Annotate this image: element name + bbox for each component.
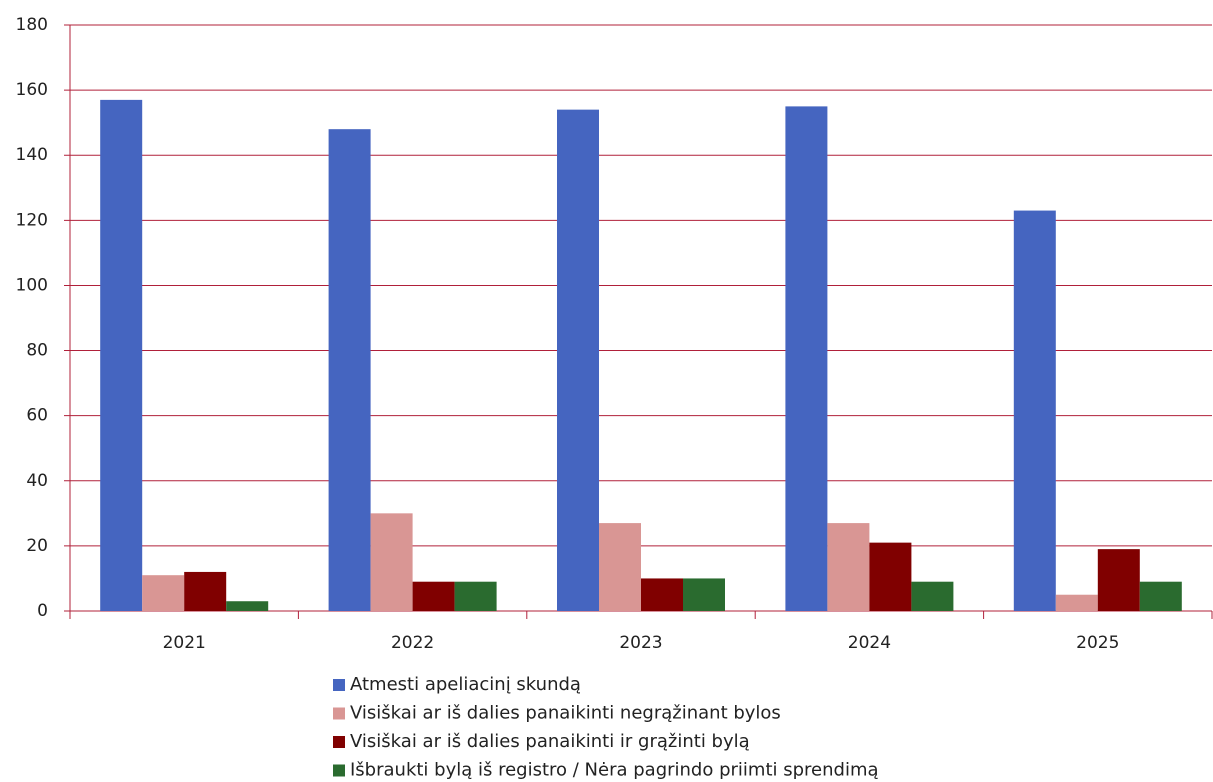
bar bbox=[869, 542, 912, 611]
bar bbox=[184, 571, 227, 611]
bar bbox=[100, 99, 143, 611]
x-tick-label: 2022 bbox=[391, 633, 434, 653]
x-tick-label: 2025 bbox=[1076, 633, 1119, 653]
y-tick-label: 0 bbox=[37, 601, 48, 621]
bar bbox=[1013, 210, 1056, 612]
x-tick-label: 2021 bbox=[163, 633, 206, 653]
y-tick-label: 140 bbox=[16, 145, 48, 165]
y-tick-label: 20 bbox=[26, 536, 48, 556]
bar bbox=[599, 523, 641, 611]
bar bbox=[911, 581, 954, 611]
bar bbox=[1097, 549, 1140, 611]
legend-label: Visiškai ar iš dalies panaikinti ir grąž… bbox=[350, 731, 750, 752]
legend-swatch bbox=[333, 736, 345, 748]
y-tick-label: 160 bbox=[16, 80, 48, 100]
bar bbox=[641, 578, 683, 611]
legend-label: Visiškai ar iš dalies panaikinti negrąži… bbox=[350, 703, 781, 724]
bar bbox=[370, 513, 413, 611]
legend-swatch bbox=[333, 707, 345, 720]
legend-swatch bbox=[333, 679, 345, 691]
x-tick-label: 2023 bbox=[619, 633, 662, 653]
y-tick-label: 120 bbox=[16, 210, 48, 230]
bar bbox=[683, 578, 725, 611]
legend-label: Atmesti apeliacinį skundą bbox=[350, 674, 581, 695]
y-tick-label: 100 bbox=[16, 275, 48, 295]
bar bbox=[142, 575, 185, 611]
bar bbox=[1139, 581, 1182, 611]
bar bbox=[226, 601, 269, 611]
bar bbox=[454, 581, 497, 611]
bar bbox=[328, 129, 371, 611]
y-tick-label: 60 bbox=[26, 406, 48, 426]
bar bbox=[557, 109, 599, 612]
x-tick-label: 2024 bbox=[848, 633, 891, 653]
y-tick-label: 40 bbox=[26, 471, 48, 491]
legend-swatch bbox=[333, 764, 345, 777]
legend-label: Išbraukti bylą iš registro / Nėra pagrin… bbox=[350, 760, 879, 781]
bar bbox=[1055, 594, 1098, 611]
y-tick-label: 80 bbox=[26, 341, 48, 361]
bar bbox=[827, 523, 870, 611]
y-tick-label: 180 bbox=[16, 15, 48, 35]
bar bbox=[412, 581, 455, 611]
bar bbox=[785, 106, 828, 611]
